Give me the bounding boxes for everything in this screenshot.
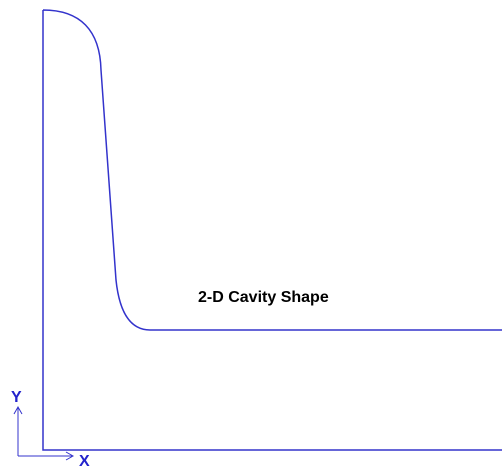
y-arrowhead xyxy=(13,405,23,415)
x-arrowhead xyxy=(65,451,75,461)
x-axis-label: X xyxy=(79,453,90,470)
cavity-outline xyxy=(42,9,502,451)
cavity-label: 2-D Cavity Shape xyxy=(198,289,329,306)
axis-icon xyxy=(13,405,75,461)
y-axis-label: Y xyxy=(11,389,22,406)
